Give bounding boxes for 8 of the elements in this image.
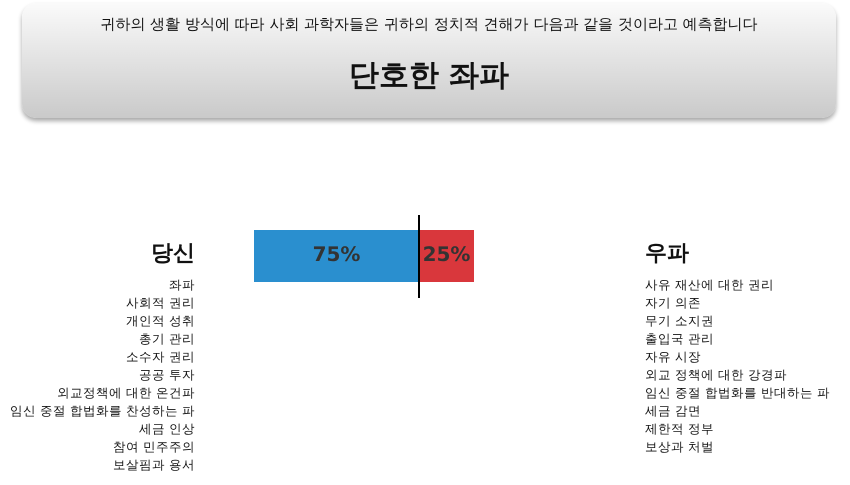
data-label: 75% [312,242,360,266]
chart-subtitle: 귀하의 생활 방식에 따라 사회 과학자들은 귀하의 정치적 견해가 다음과 같을 것이라고 예측합니다 [99,15,759,34]
text: 사유 재산에 대한 권리 자기 의존 무기 소지권 출입국 관리 자유 시장 외교 정책에 대한 강경파 임신 중절 합법화를 반대하는 파 세금 감면 제한적 정부 보상과 처벌 [645,277,830,454]
text: 좌파 사회적 권리 개인적 성취 총기 관리 소수자 권리 공공 투자 외교정책에 대한 온건파 임신 중절 합법화를 찬성하는 파 세금 인상 참여 민주주의 보살핌과 용서 [10,277,195,472]
text: 당신 [150,240,195,268]
data-label: 25% [422,242,470,266]
text: 우파 [645,240,690,268]
chart-title: 단호한 좌파 [348,57,510,95]
